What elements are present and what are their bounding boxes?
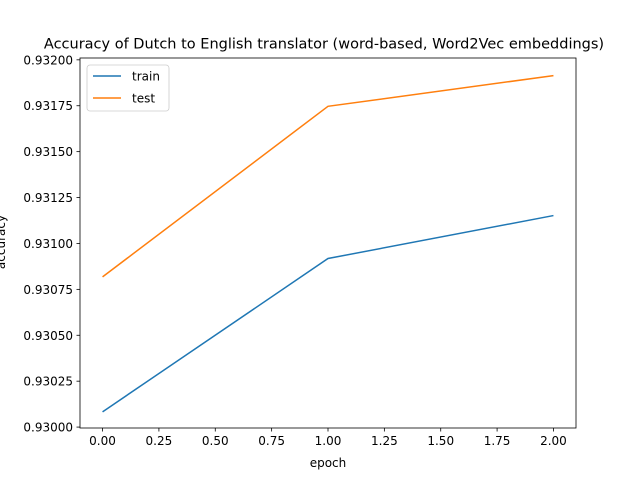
x-tick-label: 1.00 (315, 434, 342, 448)
y-tick-label: 0.93175 (23, 99, 73, 113)
x-tick-label: 1.25 (371, 434, 398, 448)
y-tick-label: 0.93000 (23, 421, 73, 435)
x-tick-label: 1.50 (427, 434, 454, 448)
x-axis-label: epoch (310, 456, 347, 470)
legend: train test (86, 64, 170, 112)
series-line-train (102, 214, 554, 413)
x-tick-label: 0.75 (258, 434, 285, 448)
y-tick-label: 0.93050 (23, 329, 73, 343)
y-tick-label: 0.93100 (23, 237, 73, 251)
legend-label-train: train (132, 70, 160, 84)
y-axis: 0.93000 0.93025 0.93050 0.93075 0.93100 0.931… (23, 53, 80, 435)
y-axis-label: accuracy (0, 215, 8, 269)
y-tick-label: 0.93150 (23, 145, 73, 159)
chart-title: Accuracy of Dutch to English translator … (44, 37, 604, 53)
x-axis: 0.00 0.25 0.50 0.75 1.00 1.25 1.50 1.75 2.00 (89, 428, 567, 448)
x-tick-label: 0.25 (146, 434, 173, 448)
y-tick-label: 0.93025 (23, 375, 73, 389)
y-tick-label: 0.93075 (23, 283, 73, 297)
x-tick-label: 1.75 (484, 434, 511, 448)
y-tick-label: 0.93200 (23, 53, 73, 67)
legend-label-test: test (132, 92, 155, 106)
series-line-test (102, 74, 554, 278)
x-tick-label: 0.00 (89, 434, 116, 448)
y-tick-label: 0.93125 (23, 191, 73, 205)
axes-frame (79, 57, 577, 429)
plot-area (79, 57, 577, 429)
x-tick-label: 2.00 (540, 434, 567, 448)
x-tick-label: 0.50 (202, 434, 229, 448)
